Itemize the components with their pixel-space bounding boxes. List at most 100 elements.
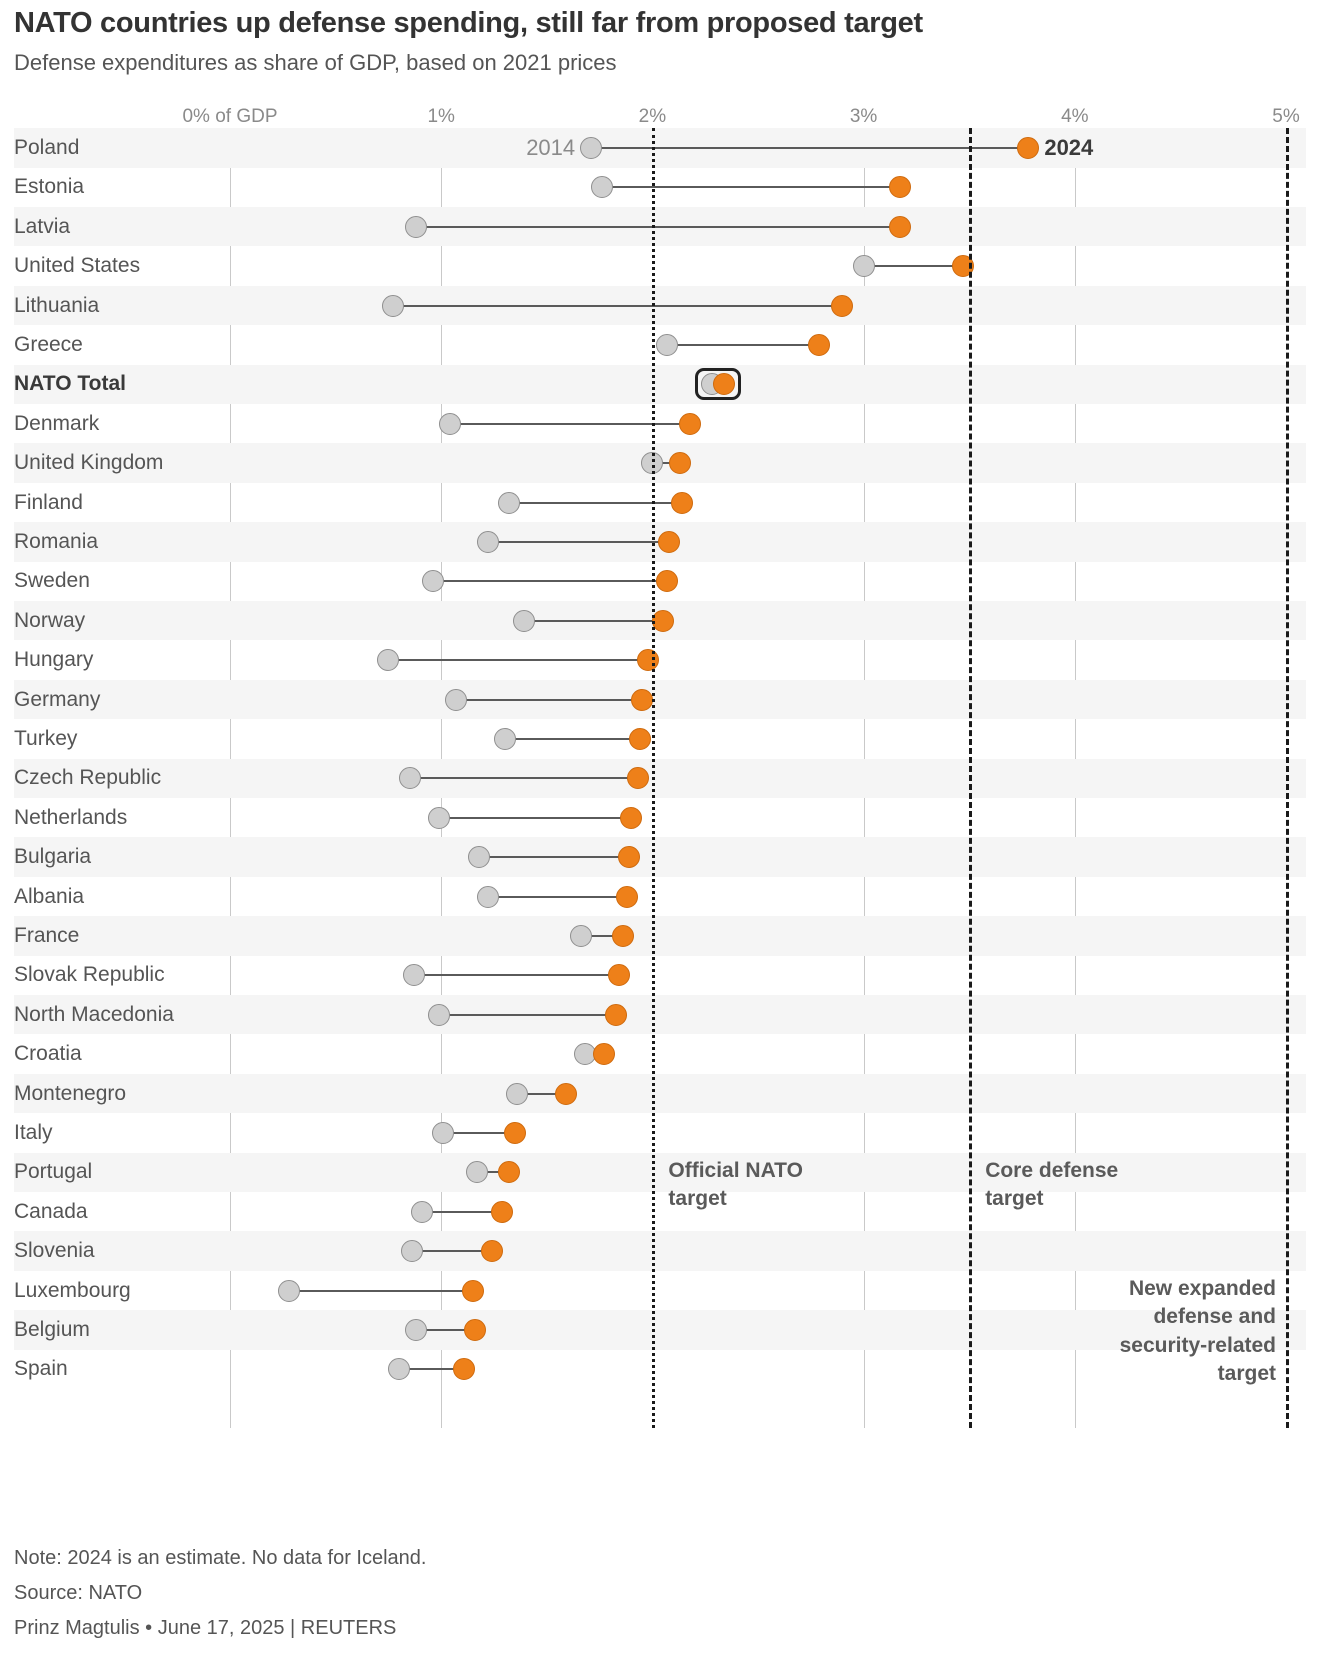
dot-2014[interactable] [493, 727, 516, 750]
dot-2014[interactable] [400, 1240, 423, 1263]
footer-credit: Prinz Magtulis • June 17, 2025 | REUTERS [14, 1617, 397, 1639]
chart-row: Croatia [14, 1034, 1306, 1073]
dot-2014[interactable] [411, 1200, 434, 1223]
chart-row: Latvia [14, 207, 1306, 247]
connector-line [439, 1013, 617, 1016]
dot-2014[interactable] [404, 1318, 427, 1341]
dot-2024[interactable] [626, 767, 649, 790]
connector-line [289, 1289, 473, 1292]
reference-line-3-5 [969, 128, 973, 1429]
dot-2014[interactable] [381, 294, 404, 317]
x-tick-label-2: 2% [638, 106, 667, 128]
dot-2014[interactable] [428, 1003, 451, 1026]
dot-2024[interactable] [618, 846, 641, 869]
connector-line [487, 895, 628, 898]
chart-row: Poland 2014 2024 [14, 128, 1306, 168]
dot-2024[interactable] [637, 649, 660, 672]
dot-2024[interactable] [831, 294, 854, 317]
dot-2014[interactable] [468, 846, 491, 869]
dot-2014[interactable] [466, 1161, 489, 1184]
chart-row: Spain [14, 1350, 1306, 1389]
connector-line [523, 619, 663, 622]
dot-2014[interactable] [438, 412, 461, 435]
footer-note: Note: 2024 is an estimate. No data for I… [14, 1547, 427, 1569]
dot-2014[interactable] [404, 215, 427, 238]
dot-2014[interactable] [590, 176, 613, 199]
chart-row: Netherlands [14, 798, 1306, 837]
row-label-slovenia: Slovenia [14, 1239, 95, 1263]
connector-line [508, 501, 682, 504]
row-label-bulgaria: Bulgaria [14, 845, 92, 869]
dot-2024[interactable] [656, 570, 679, 593]
dot-2024[interactable] [808, 333, 831, 356]
dot-2024[interactable] [504, 1121, 527, 1144]
row-label-greece: Greece [14, 332, 83, 356]
dot-2014[interactable] [421, 570, 444, 593]
dot-2014[interactable] [278, 1279, 301, 1302]
chart-row: Finland [14, 483, 1306, 522]
row-label-netherlands: Netherlands [14, 805, 128, 829]
dot-2014[interactable] [497, 491, 520, 514]
connector-line [422, 1210, 503, 1213]
row-label-romania: Romania [14, 529, 99, 553]
chart-row: Estonia [14, 168, 1306, 207]
dot-2014[interactable] [476, 885, 499, 908]
dot-2024[interactable] [611, 924, 634, 947]
dot-2014[interactable] [506, 1082, 529, 1105]
row-label-belgium: Belgium [14, 1317, 90, 1341]
reference-line-5 [1286, 128, 1289, 1429]
dot-2014[interactable] [444, 688, 467, 711]
page-title: NATO countries up defense spending, stil… [14, 7, 923, 39]
dot-2024[interactable] [461, 1279, 484, 1302]
row-label-hungary: Hungary [14, 648, 94, 672]
dot-2024[interactable] [951, 255, 974, 278]
dot-2024[interactable] [616, 885, 639, 908]
connector-line [439, 816, 632, 819]
dot-2014[interactable] [476, 530, 499, 553]
dot-2014[interactable] [512, 609, 535, 632]
dot-2024[interactable] [628, 727, 651, 750]
dot-2014[interactable] [377, 649, 400, 672]
x-axis: 0% of GDP 1% 2% 3% 4% 5% [14, 94, 1306, 128]
row-label-united-kingdom: United Kingdom [14, 451, 164, 475]
dot-2024[interactable] [888, 176, 911, 199]
dot-2014[interactable] [398, 767, 421, 790]
chart-row: Portugal [14, 1152, 1306, 1193]
row-label-north-macedonia: North Macedonia [14, 1002, 174, 1026]
dot-2024[interactable] [630, 688, 653, 711]
dot-2024[interactable] [480, 1240, 503, 1263]
connector-line [409, 777, 638, 780]
dot-2024[interactable] [888, 215, 911, 238]
dot-2024[interactable] [679, 412, 702, 435]
dot-2024[interactable] [491, 1200, 514, 1223]
dot-2024[interactable] [554, 1082, 577, 1105]
dot-2014[interactable] [569, 924, 592, 947]
dot-2024[interactable] [670, 491, 693, 514]
dot-2024[interactable] [713, 373, 736, 396]
dot-2014[interactable] [387, 1358, 410, 1381]
dot-2024[interactable] [668, 452, 691, 475]
connector-line [652, 462, 680, 465]
dot-2014[interactable] [580, 136, 603, 159]
row-label-spain: Spain [14, 1357, 68, 1381]
dot-2024[interactable] [463, 1318, 486, 1341]
dot-2024[interactable] [453, 1358, 476, 1381]
dot-2024[interactable] [620, 806, 643, 829]
dot-2024[interactable] [592, 1043, 615, 1066]
dot-2014[interactable] [656, 333, 679, 356]
dot-2014[interactable] [428, 806, 451, 829]
connector-line [392, 304, 843, 307]
dot-2014[interactable] [852, 255, 875, 278]
dot-2024[interactable] [1017, 136, 1040, 159]
dot-2014[interactable] [402, 964, 425, 987]
dot-2024[interactable] [658, 530, 681, 553]
dot-2024[interactable] [497, 1161, 520, 1184]
row-label-montenegro: Montenegro [14, 1081, 127, 1105]
dot-2024[interactable] [605, 1003, 628, 1026]
dot-2014[interactable] [432, 1121, 455, 1144]
dot-2024[interactable] [607, 964, 630, 987]
chart-row: Greece [14, 325, 1306, 364]
connector-line [443, 1131, 516, 1134]
chart-row: Germany [14, 679, 1306, 720]
connector-line [479, 856, 630, 859]
